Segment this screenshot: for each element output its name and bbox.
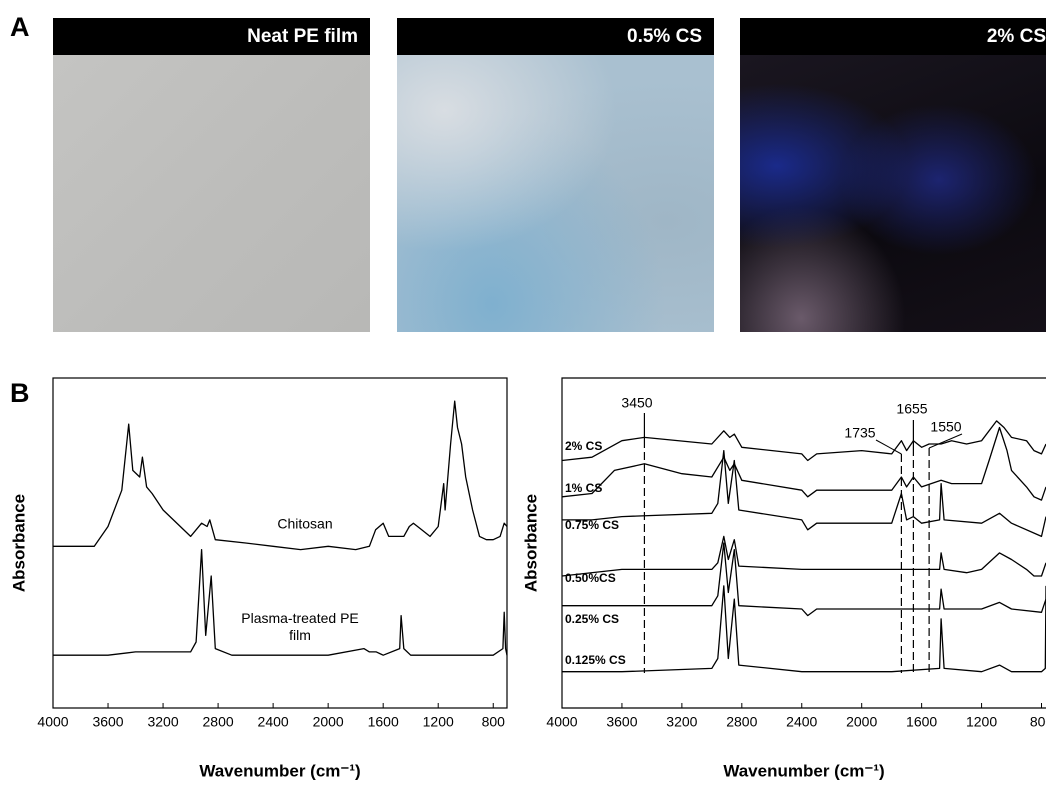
spectrum-line bbox=[561, 426, 1046, 501]
plot-frame bbox=[561, 377, 1046, 709]
x-tick-label: 2800 bbox=[203, 714, 234, 730]
peak-label: 3450 bbox=[621, 395, 652, 411]
x-tick-label: 4000 bbox=[546, 714, 577, 730]
peak-leader bbox=[875, 439, 902, 455]
x-tick-label: 1600 bbox=[368, 714, 399, 730]
peak-leader bbox=[928, 433, 963, 449]
series-label: 1% CS bbox=[565, 481, 602, 495]
spectrum-line bbox=[562, 585, 1046, 673]
x-tick-label: 4000 bbox=[37, 714, 68, 730]
peak-label: 1550 bbox=[930, 419, 961, 435]
spectrum-line bbox=[53, 548, 508, 656]
photo-title: 2% CS bbox=[740, 18, 1046, 55]
spectrum-line bbox=[561, 535, 1046, 577]
panel-letter: B bbox=[10, 378, 30, 408]
x-tick-label: 3600 bbox=[606, 714, 637, 730]
x-tick-label: 1200 bbox=[966, 714, 997, 730]
spectrum-line bbox=[561, 420, 1046, 462]
x-axis-title: Wavenumber (cm⁻¹) bbox=[199, 761, 360, 780]
x-tick-label: 1200 bbox=[423, 714, 454, 730]
x-axis-title: Wavenumber (cm⁻¹) bbox=[723, 761, 884, 780]
photo-panel: 2% CS bbox=[740, 18, 1046, 332]
x-tick-label: 3200 bbox=[147, 714, 178, 730]
series-label: 2% CS bbox=[565, 439, 602, 453]
plot-frame bbox=[52, 377, 508, 709]
y-axis-title: Absorbance bbox=[9, 494, 28, 592]
x-tick-label: 2000 bbox=[313, 714, 344, 730]
x-tick-label: 2000 bbox=[846, 714, 877, 730]
x-tick-label: 2800 bbox=[726, 714, 757, 730]
photo-title: Neat PE film bbox=[53, 18, 370, 55]
x-tick-label: 800 bbox=[1030, 714, 1046, 730]
spectrum-line bbox=[562, 542, 1046, 617]
peak-label: 1655 bbox=[896, 401, 927, 417]
series-label: 0.125% CS bbox=[565, 653, 626, 667]
series-label: Plasma-treated PE film bbox=[241, 610, 359, 643]
panel-letter: A bbox=[10, 12, 30, 42]
photo bbox=[397, 55, 714, 332]
series-label: 0.75% CS bbox=[565, 518, 619, 532]
x-tick-label: 2400 bbox=[258, 714, 289, 730]
x-tick-label: 800 bbox=[482, 714, 506, 730]
x-tick-label: 3600 bbox=[92, 714, 123, 730]
y-axis-title: Absorbance bbox=[521, 494, 540, 592]
x-tick-label: 2400 bbox=[786, 714, 817, 730]
x-tick-label: 3200 bbox=[666, 714, 697, 730]
photo-panel: 0.5% CS bbox=[397, 18, 714, 332]
series-label: 0.25% CS bbox=[565, 612, 619, 626]
photo bbox=[53, 55, 370, 332]
photo bbox=[740, 55, 1046, 332]
photo-panel: Neat PE film bbox=[53, 18, 370, 332]
series-label: Chitosan bbox=[277, 516, 332, 532]
spectrum-line bbox=[562, 449, 1046, 538]
spectrum-line bbox=[53, 400, 508, 551]
photo-title: 0.5% CS bbox=[397, 18, 714, 55]
series-label: 0.50%CS bbox=[565, 571, 616, 585]
peak-label: 1735 bbox=[844, 425, 875, 441]
x-tick-label: 1600 bbox=[906, 714, 937, 730]
